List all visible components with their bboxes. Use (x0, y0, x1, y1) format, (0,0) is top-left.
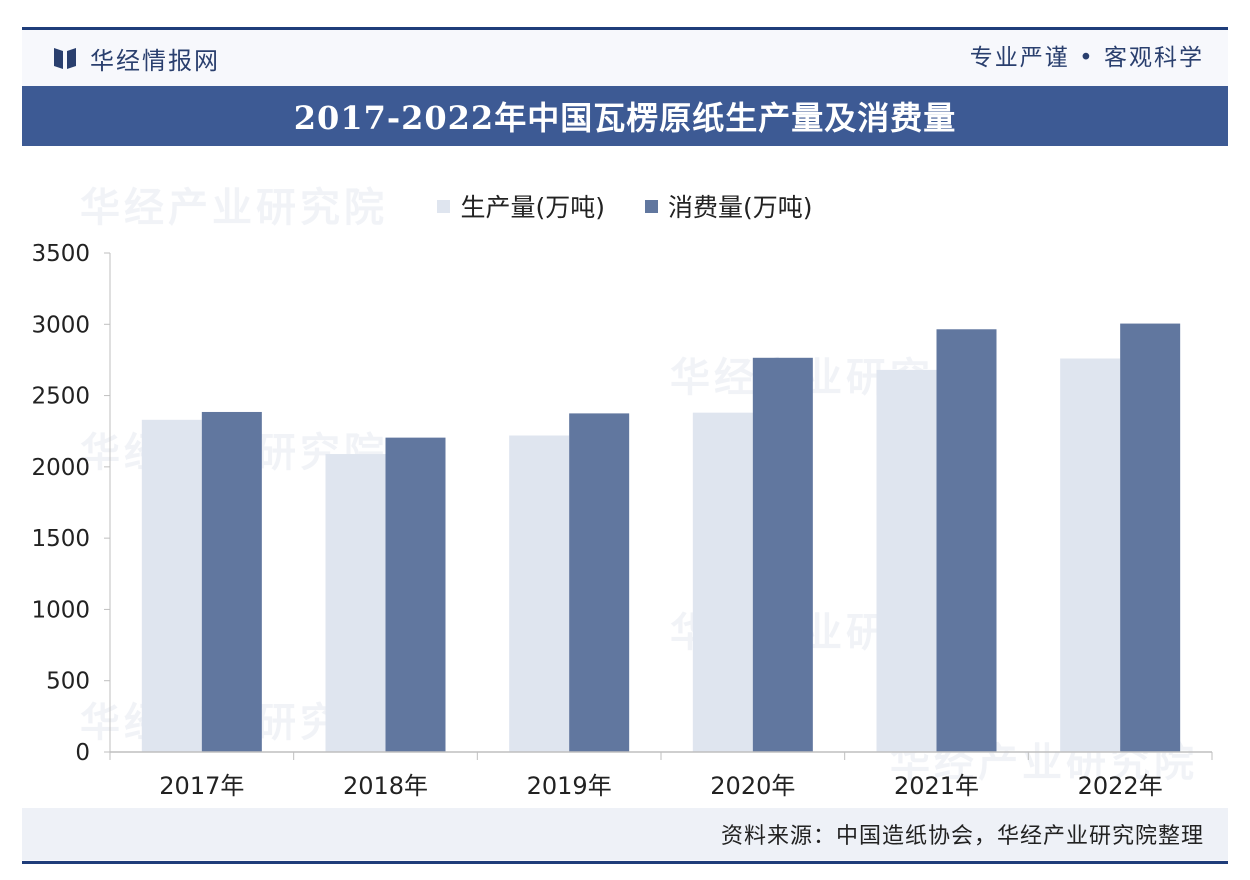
y-tick-label: 3500 (31, 241, 90, 267)
x-tick-label: 2018年 (343, 772, 428, 800)
brand: 华经情报网 (52, 42, 220, 75)
y-tick-label: 2500 (31, 384, 90, 410)
bar-consumption (752, 357, 813, 752)
bar-consumption (201, 411, 262, 752)
bar-production (509, 435, 570, 752)
legend-label-consumption: 消费量(万吨) (668, 193, 813, 222)
y-tick-label: 1000 (31, 597, 90, 623)
slogan: 专业严谨 • 客观科学 (969, 45, 1204, 71)
legend-item-production: 生产量(万吨) (437, 188, 605, 224)
bar-production (692, 412, 753, 752)
y-tick-label: 500 (46, 669, 90, 695)
bar-consumption (936, 329, 997, 752)
legend: 生产量(万吨) 消费量(万吨) (0, 188, 1250, 224)
chart-title: 2017-2022年中国瓦楞原纸生产量及消费量 (293, 99, 957, 137)
bar-production (876, 369, 937, 752)
bar-consumption (1120, 323, 1181, 752)
legend-label-production: 生产量(万吨) (460, 193, 605, 222)
source-note: 资料来源：中国造纸协会，华经产业研究院整理 (720, 824, 1204, 849)
legend-item-consumption: 消费量(万吨) (645, 188, 813, 224)
x-tick-label: 2017年 (159, 772, 244, 800)
x-tick-label: 2020年 (710, 772, 795, 800)
frame-top-line (22, 27, 1228, 30)
legend-swatch-consumption (645, 199, 658, 213)
source-bar (22, 808, 1228, 860)
x-tick-label: 2021年 (894, 772, 979, 800)
title-bar: 2017-2022年中国瓦楞原纸生产量及消费量 (22, 86, 1228, 146)
x-tick-label: 2022年 (1078, 772, 1163, 800)
frame-bottom-line (22, 861, 1228, 864)
legend-swatch-production (437, 199, 451, 213)
brand-name: 华经情报网 (90, 46, 220, 75)
y-tick-label: 3000 (31, 312, 90, 338)
bar-production (141, 419, 202, 752)
bar-production (1060, 358, 1121, 752)
y-tick-label: 1500 (31, 526, 90, 552)
y-tick-label: 2000 (31, 455, 90, 481)
book-logo-icon (54, 48, 76, 69)
y-tick-label: 0 (75, 740, 90, 766)
bar-consumption (569, 413, 630, 752)
bar-consumption (385, 437, 446, 752)
x-tick-label: 2019年 (527, 772, 612, 800)
bar-production (325, 454, 386, 752)
